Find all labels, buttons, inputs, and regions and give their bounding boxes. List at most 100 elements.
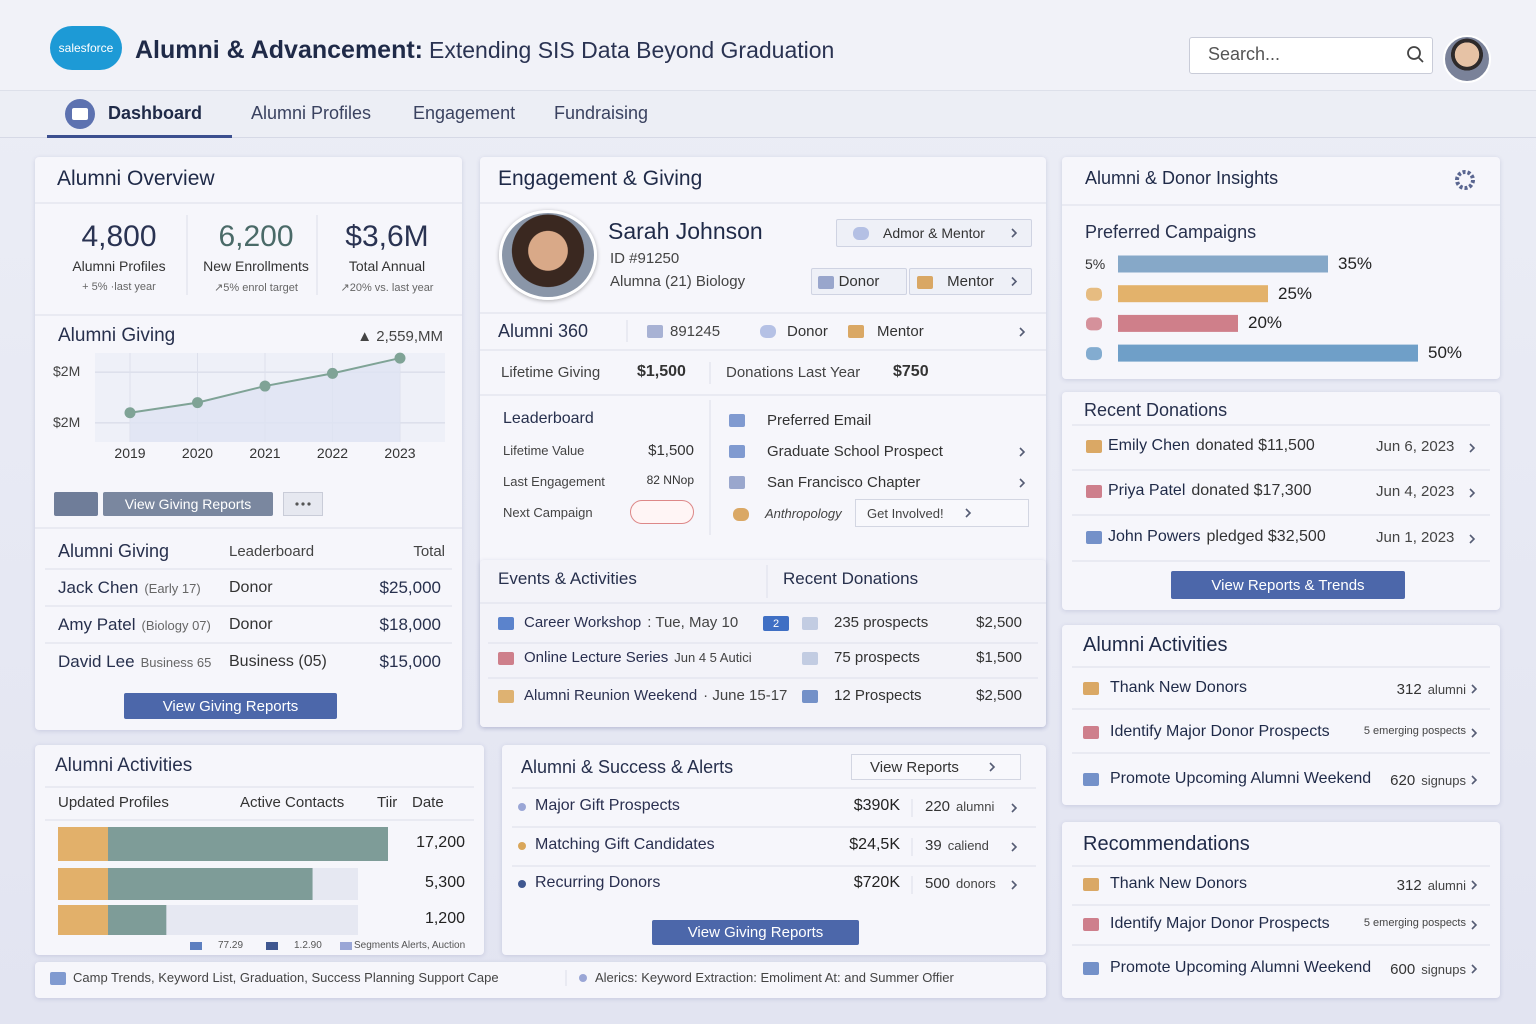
nav-tab[interactable]: Engagement [413,103,516,123]
search-placeholder: Search... [1208,44,1281,64]
tag-label: Donor [838,273,880,290]
row-meta: 39 caliend [925,837,989,854]
text: ID #91250 [610,250,680,267]
logo-text: salesforce [58,41,114,55]
avatar[interactable] [1443,35,1491,83]
column-header: Date [412,794,444,811]
profile-photo [499,210,597,300]
bar [108,827,388,861]
text: Major Gift Prospects [535,797,680,814]
row-meta: 500 donors [925,875,996,892]
icon [848,325,864,338]
text: Alumna (21) Biology [610,273,746,290]
text: Recurring Donors [535,874,661,891]
delta: ▲ 2,559,MM [357,328,443,345]
text: caliend [947,838,989,853]
icon [498,690,514,703]
legend-label: 1.2.90 [294,940,322,951]
logo: salesforce [50,26,122,70]
stat-value: 6,200 [218,220,294,253]
text: 75 prospects [834,649,920,666]
nav-tab[interactable]: Fundraising [554,103,649,123]
text: 12 Prospects [834,687,922,704]
text: 620 [1390,772,1416,789]
legend-swatch [340,942,352,950]
text: pledged $32,500 [1206,528,1326,545]
section-title: Preferred Campaigns [1085,222,1257,242]
button[interactable]: View Giving Reports [103,492,273,516]
text: Jun 1, 2023 [1376,529,1455,546]
cta-button[interactable]: Get Involved! [855,499,1029,527]
text: $720K [853,874,900,891]
text: alumni [1427,682,1466,697]
text: Business 65 [140,655,212,670]
text: Donor [787,323,828,340]
panel-title: Alumni Activities [1083,634,1228,656]
chevron-icon [1011,276,1018,287]
badge [58,868,108,900]
text: Lifetime Value [503,443,585,458]
point [124,407,136,419]
text: alumni [956,799,995,814]
x-tick-label: 2020 [181,445,214,461]
icon [1086,347,1102,361]
text: $25,000 [379,578,441,597]
icon [802,617,818,630]
icon-button[interactable] [54,492,98,516]
text: Identify Major Donor Prospects [1110,723,1330,740]
text: 82 NNop [646,473,694,487]
button[interactable]: View Giving Reports [124,693,337,719]
text: Extending SIS Data Beyond Graduation [429,37,835,63]
point [259,380,271,392]
text: Amy Patel [58,615,136,634]
button[interactable]: View Reports [851,754,1021,780]
legend-swatch [266,942,278,950]
icon [1083,878,1099,891]
text: $1,500 [637,363,686,380]
icon [1086,485,1102,498]
text: John Powers [1108,528,1201,545]
search-box[interactable] [1189,37,1433,74]
bar [108,868,313,900]
text: Donor [229,616,273,633]
leader-name: Amy Patel (Biology 07) [58,615,211,635]
data-label: 25% [1278,283,1313,303]
icon [917,276,933,289]
icon [1086,531,1102,544]
chevron-icon [1011,880,1018,890]
chevron-icon [1471,684,1478,694]
button[interactable]: View Giving Reports [652,920,859,945]
icon [647,325,663,338]
bar [1118,344,1418,362]
chevron-icon [1469,443,1476,453]
text: Preferred Email [767,412,872,429]
stat-value: 4,800 [81,220,157,253]
nav-tab[interactable]: Alumni Profiles [251,103,372,123]
text: 312 [1396,877,1422,894]
column-header: Total [413,543,445,560]
tab-title: Recent Donations [783,569,919,588]
panel-title: Recommendations [1083,833,1250,855]
text: Lifetime Giving [501,364,601,381]
text: Identify Major Donor Prospects [1110,915,1330,932]
nav-tab[interactable]: Dashboard [108,103,203,123]
chevron-icon [1471,775,1478,785]
row-meta: 620 signups [1390,772,1466,789]
icon [498,652,514,665]
area [130,358,400,442]
tag-button[interactable]: Donor [811,268,907,295]
chevron-icon [1011,803,1018,813]
text: $24,5K [849,836,900,853]
icon [729,476,745,489]
text: Emily Chen [1108,437,1190,454]
button[interactable]: View Reports & Trends [1171,571,1405,599]
total-label: 5,300 [424,874,465,891]
search-icon [1407,46,1421,60]
text: Career Workshop [524,614,642,631]
point [394,352,406,364]
badge-label: 2 [772,617,780,630]
text: donors [956,876,996,891]
text: 5% [1085,256,1106,272]
text: Jun 4 5 Autici [674,650,752,665]
